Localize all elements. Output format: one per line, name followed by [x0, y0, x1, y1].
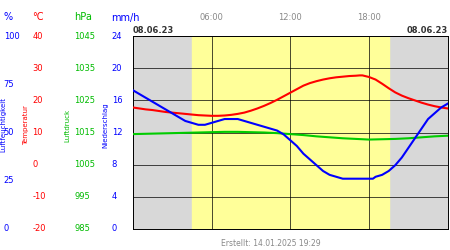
Text: 08.06.23: 08.06.23 [133, 26, 174, 35]
Text: 100: 100 [4, 32, 19, 41]
Text: 40: 40 [32, 32, 43, 41]
Text: 1005: 1005 [74, 160, 95, 169]
Text: Niederschlag: Niederschlag [103, 102, 108, 148]
Text: -10: -10 [32, 192, 46, 201]
Text: 24: 24 [112, 32, 122, 41]
Text: hPa: hPa [74, 12, 92, 22]
Text: -20: -20 [32, 224, 46, 233]
Text: %: % [4, 12, 13, 22]
Text: 06:00: 06:00 [199, 14, 224, 22]
Text: Erstellt: 14.01.2025 19:29: Erstellt: 14.01.2025 19:29 [221, 238, 320, 248]
Text: 995: 995 [74, 192, 90, 201]
Text: 1015: 1015 [74, 128, 95, 137]
Text: 18:00: 18:00 [357, 14, 381, 22]
Text: 985: 985 [74, 224, 90, 233]
Text: 08.06.23: 08.06.23 [406, 26, 448, 35]
Text: 16: 16 [112, 96, 122, 105]
Text: 75: 75 [4, 80, 14, 89]
Text: 20: 20 [112, 64, 122, 73]
Text: 1035: 1035 [74, 64, 95, 73]
Text: 1045: 1045 [74, 32, 95, 41]
Text: Temperatur: Temperatur [23, 105, 29, 145]
Text: 8: 8 [112, 160, 117, 169]
Text: 30: 30 [32, 64, 43, 73]
Text: mm/h: mm/h [112, 12, 140, 22]
Text: 12: 12 [112, 128, 122, 137]
Text: 0: 0 [4, 224, 9, 233]
Text: 10: 10 [32, 128, 43, 137]
Text: 1025: 1025 [74, 96, 95, 105]
Bar [192, 36, 389, 229]
Text: 20: 20 [32, 96, 43, 105]
Text: Luftdruck: Luftdruck [64, 108, 70, 142]
Text: 25: 25 [4, 176, 14, 185]
Text: Luftfeuchtigkeit: Luftfeuchtigkeit [0, 98, 6, 152]
Text: 0: 0 [112, 224, 117, 233]
Text: 0: 0 [32, 160, 38, 169]
Text: 4: 4 [112, 192, 117, 201]
Text: 50: 50 [4, 128, 14, 137]
Text: 12:00: 12:00 [279, 14, 302, 22]
Text: °C: °C [32, 12, 44, 22]
